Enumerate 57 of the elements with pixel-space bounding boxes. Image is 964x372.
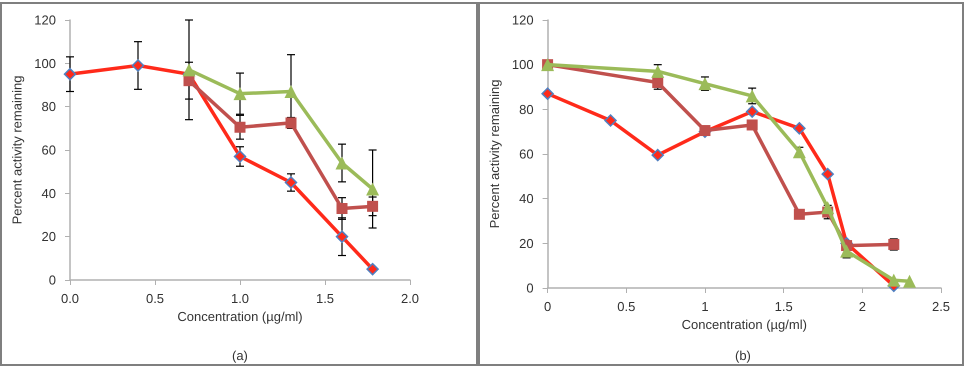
y-axis-title: Percent activity remaining <box>9 76 24 224</box>
x-axis-title: Concentration (µg/ml) <box>177 308 303 324</box>
x-axis-title: Concentration (µg/ml) <box>682 316 807 332</box>
y-tick-label: 0 <box>526 280 534 296</box>
point <box>604 114 617 127</box>
point <box>793 122 806 135</box>
point <box>132 59 144 72</box>
point <box>336 230 348 243</box>
point <box>746 105 758 118</box>
text: (a) <box>232 348 248 363</box>
y-tick-label: 60 <box>519 146 534 162</box>
point <box>903 274 916 288</box>
y-tick-label: 120 <box>34 12 56 28</box>
y-axis-title: Percent activity remaining <box>487 80 502 228</box>
x-tick-label: 1.5 <box>316 291 334 306</box>
x-tick-label: 1 <box>701 299 709 314</box>
y-tick-label: 80 <box>519 102 534 117</box>
x-tick-label: 0 <box>544 299 552 314</box>
point <box>367 200 378 212</box>
point <box>336 156 348 170</box>
text: (b) <box>735 348 751 363</box>
y-tick-label: 120 <box>512 12 534 28</box>
y-tick-label: 40 <box>519 191 534 206</box>
point <box>651 148 664 162</box>
point <box>746 119 758 130</box>
point <box>794 208 805 220</box>
x-tick-label: 0.5 <box>617 299 636 314</box>
y-tick-label: 100 <box>512 57 534 72</box>
y-tick-label: 40 <box>42 186 56 201</box>
point <box>234 150 246 163</box>
point <box>887 274 900 287</box>
point <box>821 168 834 180</box>
point <box>366 262 379 276</box>
point <box>182 63 196 76</box>
y-tick-label: 60 <box>42 142 56 158</box>
point <box>336 203 348 214</box>
x-tick-label: 2.5 <box>932 299 950 314</box>
y-tick-label: 20 <box>519 236 534 251</box>
y-tick-label: 80 <box>42 99 56 114</box>
x-tick-label: 2.0 <box>400 291 420 306</box>
x-tick-label: 2 <box>858 299 866 314</box>
point <box>234 122 246 133</box>
x-tick-label: 1.0 <box>230 291 250 306</box>
x-tick-label: 0.5 <box>146 291 164 306</box>
point <box>284 85 298 98</box>
x-tick-label: 0.0 <box>60 291 80 306</box>
y-tick-label: 0 <box>48 272 56 288</box>
y-tick-label: 20 <box>42 229 56 244</box>
point <box>284 176 298 189</box>
y-tick-label: 100 <box>34 56 56 71</box>
point <box>541 87 554 100</box>
point <box>792 145 806 158</box>
point <box>366 182 380 196</box>
point <box>64 68 76 80</box>
point <box>840 244 854 258</box>
x-tick-label: 1.5 <box>774 299 793 314</box>
point <box>234 87 246 100</box>
